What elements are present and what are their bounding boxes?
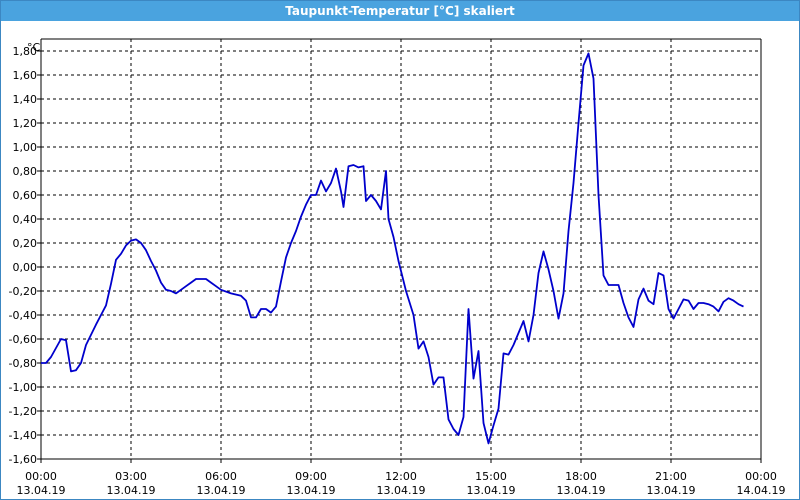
x-tick-time-label: 12:00 xyxy=(385,470,417,483)
x-tick-date-label: 13.04.19 xyxy=(287,484,336,497)
y-tick-label: -0,20 xyxy=(9,285,37,298)
y-tick-label: 1,20 xyxy=(13,117,38,130)
y-tick-label: 0,40 xyxy=(13,213,38,226)
x-tick-labels: 00:0013.04.1903:0013.04.1906:0013.04.190… xyxy=(17,470,786,497)
x-tick-date-label: 13.04.19 xyxy=(557,484,606,497)
y-tick-label: 1,60 xyxy=(13,69,38,82)
y-tick-label: 0,20 xyxy=(13,237,38,250)
y-tick-label: -0,60 xyxy=(9,333,37,346)
axes xyxy=(40,38,762,460)
window-title: Taupunkt-Temperatur [°C] skaliert xyxy=(1,1,799,21)
y-tick-label: 1,00 xyxy=(13,141,38,154)
x-tick-time-label: 09:00 xyxy=(295,470,327,483)
x-tick-time-label: 15:00 xyxy=(475,470,507,483)
y-tick-label: -1,20 xyxy=(9,405,37,418)
y-tick-label: 1,40 xyxy=(13,93,38,106)
y-tick-label: -0,80 xyxy=(9,357,37,370)
y-tick-label: -0,40 xyxy=(9,309,37,322)
y-tick-label: 0,60 xyxy=(13,189,38,202)
y-tick-label: 0,00 xyxy=(13,261,38,274)
y-tick-label: 1,80 xyxy=(13,45,38,58)
x-tick-time-label: 21:00 xyxy=(655,470,687,483)
x-tick-time-label: 00:00 xyxy=(25,470,57,483)
x-tick-date-label: 13.04.19 xyxy=(107,484,156,497)
x-tick-date-label: 13.04.19 xyxy=(197,484,246,497)
x-tick-date-label: 13.04.19 xyxy=(467,484,516,497)
x-tick-time-label: 03:00 xyxy=(115,470,147,483)
x-tick-time-label: 18:00 xyxy=(565,470,597,483)
y-tick-label: 0,80 xyxy=(13,165,38,178)
grid-lines xyxy=(37,39,762,463)
x-tick-time-label: 00:00 xyxy=(745,470,777,483)
y-tick-label: -1,40 xyxy=(9,429,37,442)
x-tick-time-label: 06:00 xyxy=(205,470,237,483)
y-tick-label: -1,00 xyxy=(9,381,37,394)
x-tick-date-label: 13.04.19 xyxy=(647,484,696,497)
x-tick-date-label: 13.04.19 xyxy=(377,484,426,497)
y-tick-label: -1,60 xyxy=(9,453,37,466)
y-tick-labels: 1,80 1,60 1,40 1,20 1,00 0,80 0,60 0,40 0,20 0,00… xyxy=(9,45,37,466)
x-tick-date-label: 13.04.19 xyxy=(17,484,66,497)
dew-point-series-line xyxy=(41,52,744,445)
x-tick-date-label: 14.04.19 xyxy=(737,484,786,497)
